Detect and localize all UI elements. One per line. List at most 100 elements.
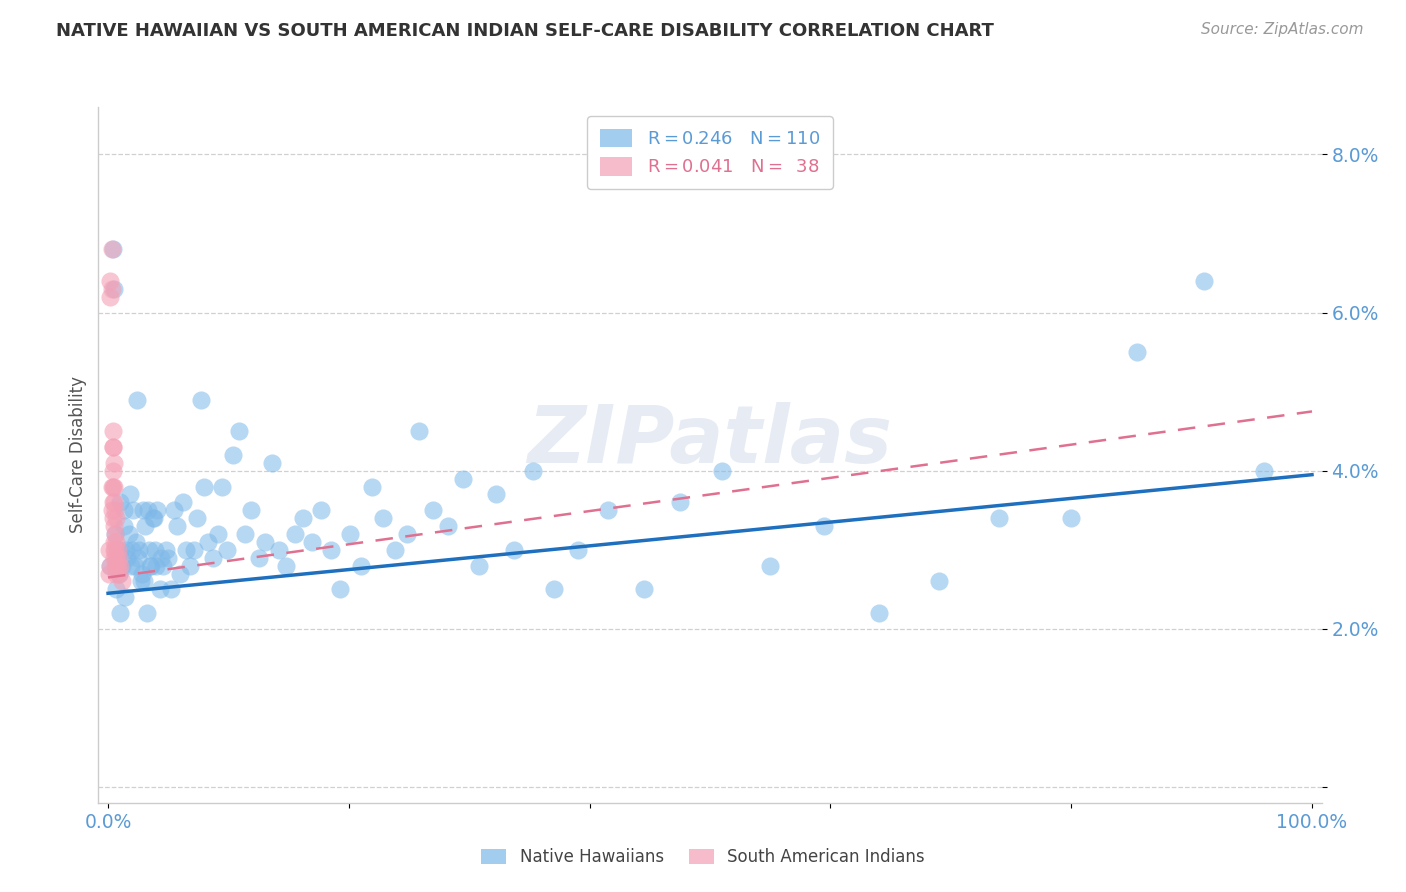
Point [124, 558, 146, 573]
Point [117, 527, 139, 541]
Point [207, 527, 229, 541]
Point [146, 503, 169, 517]
Point [183, 542, 205, 557]
Point [222, 448, 245, 462]
Point [125, 534, 148, 549]
Point [436, 519, 458, 533]
Point [139, 558, 162, 573]
Text: Source: ZipAtlas.com: Source: ZipAtlas.com [1201, 22, 1364, 37]
Point [253, 534, 276, 549]
Point [128, 542, 150, 557]
Point [134, 574, 156, 589]
Point [240, 503, 263, 517]
Point [103, 550, 125, 565]
Point [108, 566, 131, 581]
Point [155, 542, 177, 557]
Point [292, 511, 315, 525]
Point [111, 558, 134, 573]
Point [134, 519, 156, 533]
Point [112, 519, 135, 533]
Point [108, 550, 131, 565]
Point [166, 519, 188, 533]
Point [103, 479, 125, 493]
Point [152, 558, 174, 573]
Point [105, 550, 128, 565]
Point [176, 542, 198, 557]
Point [1253, 464, 1275, 478]
Point [384, 542, 406, 557]
Point [103, 456, 125, 470]
Point [108, 566, 131, 581]
Point [928, 574, 950, 589]
Point [711, 464, 734, 478]
Point [105, 566, 128, 581]
Point [129, 574, 152, 589]
Point [101, 424, 124, 438]
Point [104, 527, 127, 541]
Point [149, 582, 172, 597]
Point [172, 495, 194, 509]
Point [319, 542, 342, 557]
Point [142, 511, 165, 525]
Point [111, 574, 134, 589]
Point [141, 558, 163, 573]
Point [228, 424, 250, 438]
Point [142, 511, 165, 525]
Point [125, 392, 148, 407]
Point [101, 511, 124, 525]
Point [117, 550, 139, 565]
Point [179, 558, 201, 573]
Point [100, 558, 122, 573]
Point [107, 542, 129, 557]
Point [143, 542, 166, 557]
Point [105, 558, 128, 573]
Point [211, 479, 233, 493]
Point [105, 582, 128, 597]
Point [104, 527, 127, 541]
Point [451, 472, 474, 486]
Point [104, 558, 127, 573]
Point [408, 424, 430, 438]
Point [101, 495, 124, 509]
Point [301, 534, 323, 549]
Legend: Native Hawaiians, South American Indians: Native Hawaiians, South American Indians [472, 840, 934, 875]
Point [98, 542, 121, 557]
Point [157, 550, 180, 565]
Point [108, 495, 131, 509]
Point [103, 519, 125, 533]
Point [186, 511, 208, 525]
Point [136, 503, 159, 517]
Point [485, 487, 508, 501]
Point [115, 542, 138, 557]
Point [103, 495, 125, 509]
Point [127, 550, 149, 565]
Point [105, 511, 128, 525]
Point [233, 527, 256, 541]
Point [522, 464, 544, 478]
Point [120, 558, 142, 573]
Point [1060, 511, 1083, 525]
Point [110, 542, 132, 557]
Point [193, 479, 215, 493]
Point [633, 582, 655, 597]
Point [284, 527, 307, 541]
Point [100, 479, 122, 493]
Point [813, 519, 835, 533]
Point [567, 542, 589, 557]
Point [190, 392, 212, 407]
Point [247, 550, 270, 565]
Point [350, 558, 373, 573]
Point [163, 503, 186, 517]
Point [108, 606, 131, 620]
Point [103, 282, 125, 296]
Point [759, 558, 782, 573]
Point [131, 566, 153, 581]
Point [502, 542, 524, 557]
Point [329, 582, 352, 597]
Point [309, 503, 332, 517]
Point [100, 282, 122, 296]
Point [145, 558, 167, 573]
Text: NATIVE HAWAIIAN VS SOUTH AMERICAN INDIAN SELF-CARE DISABILITY CORRELATION CHART: NATIVE HAWAIIAN VS SOUTH AMERICAN INDIAN… [56, 22, 994, 40]
Point [201, 550, 224, 565]
Point [422, 503, 444, 517]
